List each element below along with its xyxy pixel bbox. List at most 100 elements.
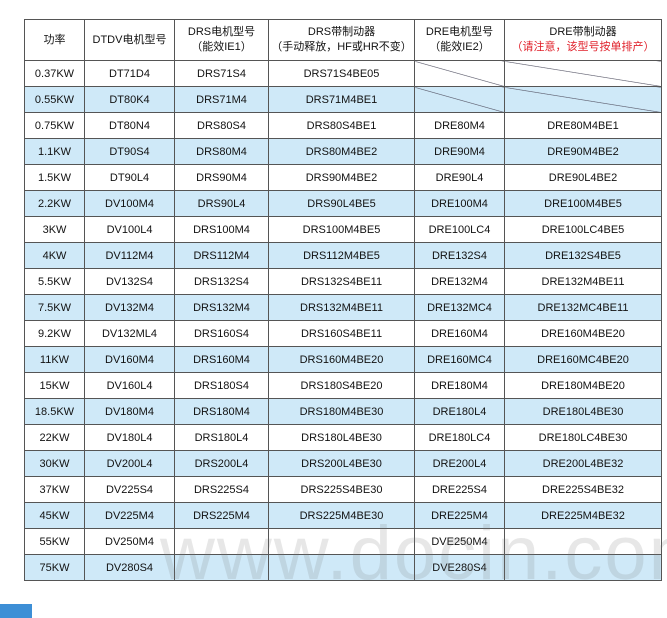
table-cell: 3KW xyxy=(24,216,85,243)
table-cell: DRS180S4BE20 xyxy=(268,372,415,399)
table-cell: DV100M4 xyxy=(84,190,175,217)
table-cell: DRE80M4 xyxy=(414,112,505,139)
table-cell xyxy=(268,554,415,581)
header-subtitle: （手动释放，HF或HR不变） xyxy=(271,41,412,53)
table-cell: DRE132S4 xyxy=(414,242,505,269)
table-cell: DV160M4 xyxy=(84,346,175,373)
table-cell: DRE160M4BE20 xyxy=(504,320,662,347)
table-cell: DVE280S4 xyxy=(414,554,505,581)
table-cell: DRS80S4 xyxy=(174,112,269,139)
table-cell: DT80N4 xyxy=(84,112,175,139)
table-cell xyxy=(414,86,505,113)
column-header: DRE电机型号 （能效IE2） xyxy=(414,19,505,61)
table-cell: 1.1KW xyxy=(24,138,85,165)
header-title: 功率 xyxy=(43,33,66,46)
table-cell: DRE100M4BE5 xyxy=(504,190,662,217)
table-cell: DRS180M4BE30 xyxy=(268,398,415,425)
table-cell xyxy=(504,554,662,581)
table-row: 15KW DV160L4 DRS180S4 DRS180S4BE20 DRE180M4 D… xyxy=(24,372,662,399)
header-row: 功率 DTDV电机型号 DRS电机型号 （能效IE1） DRS带制动器 （手动释放，HF或… xyxy=(24,19,662,61)
table-row: 9.2KW DV132ML4 DRS160S4 DRS160S4BE11 DRE160M… xyxy=(24,320,662,347)
table-row: 30KW DV200L4 DRS200L4 DRS200L4BE30 DRE200L4 D… xyxy=(24,450,662,477)
table-cell: 5.5KW xyxy=(24,268,85,295)
table-cell: DRE100M4 xyxy=(414,190,505,217)
table-cell: DRE180M4 xyxy=(414,372,505,399)
table-row: 45KW DV225M4 DRS225M4 DRS225M4BE30 DRE225M4 D… xyxy=(24,502,662,529)
table-cell: DRS132M4BE11 xyxy=(268,294,415,321)
table-cell: DRE180LC4BE30 xyxy=(504,424,662,451)
table-row: 75KW DV280S4 DVE280S4 xyxy=(24,554,662,581)
table-row: 11KW DV160M4 DRS160M4 DRS160M4BE20 DRE160MC4… xyxy=(24,346,662,373)
table-row: 37KW DV225S4 DRS225S4 DRS225S4BE30 DRE225S4 D… xyxy=(24,476,662,503)
table-cell: DRE132MC4BE11 xyxy=(504,294,662,321)
table-cell: DRS100M4BE5 xyxy=(268,216,415,243)
table-cell: DRS71S4BE05 xyxy=(268,60,415,87)
table-cell: DRE90L4 xyxy=(414,164,505,191)
table-cell: DRS90M4 xyxy=(174,164,269,191)
table-cell: DRE225S4 xyxy=(414,476,505,503)
table-cell: 7.5KW xyxy=(24,294,85,321)
table-cell: DRS225M4BE30 xyxy=(268,502,415,529)
table-cell: 75KW xyxy=(24,554,85,581)
table-cell xyxy=(504,60,662,87)
table-cell: DRS80M4 xyxy=(174,138,269,165)
table-cell: 0.37KW xyxy=(24,60,85,87)
table-row: 1.5KW DT90L4 DRS90M4 DRS90M4BE2 DRE90L4 DRE90… xyxy=(24,164,662,191)
header-subtitle: （能效IE1） xyxy=(191,41,252,53)
header-title: DRE电机型号 xyxy=(425,26,494,38)
table-cell: DRE160M4 xyxy=(414,320,505,347)
table-cell: DRE90M4BE2 xyxy=(504,138,662,165)
table-cell: DRE225M4 xyxy=(414,502,505,529)
table-cell: DV132S4 xyxy=(84,268,175,295)
table-cell: DRS71M4 xyxy=(174,86,269,113)
table-cell: DRE90M4 xyxy=(414,138,505,165)
table-cell: DV180M4 xyxy=(84,398,175,425)
column-header: DTDV电机型号 xyxy=(84,19,175,61)
table-cell: DRE180L4BE30 xyxy=(504,398,662,425)
table-cell: 9.2KW xyxy=(24,320,85,347)
table-cell: 11KW xyxy=(24,346,85,373)
table-cell: DRS200L4 xyxy=(174,450,269,477)
table-cell xyxy=(504,86,662,113)
table-row: 22KW DV180L4 DRS180L4 DRS180L4BE30 DRE180LC4… xyxy=(24,424,662,451)
header-subtitle: （能效IE2） xyxy=(429,41,490,53)
table-cell: 1.5KW xyxy=(24,164,85,191)
table-cell: DRS225S4 xyxy=(174,476,269,503)
table-cell: DRS180L4BE30 xyxy=(268,424,415,451)
table-cell: 45KW xyxy=(24,502,85,529)
corner-tab xyxy=(0,604,32,618)
table-cell: 55KW xyxy=(24,528,85,555)
table-cell xyxy=(174,528,269,555)
table-cell: DRS160M4BE20 xyxy=(268,346,415,373)
table-row: 3KW DV100L4 DRS100M4 DRS100M4BE5 DRE100LC4 DR… xyxy=(24,216,662,243)
table-cell: DV200L4 xyxy=(84,450,175,477)
header-title: DRE带制动器 xyxy=(549,26,617,38)
table-cell: DRS90L4 xyxy=(174,190,269,217)
table-cell: DRS180S4 xyxy=(174,372,269,399)
column-header: DRS带制动器 （手动释放，HF或HR不变） xyxy=(268,19,415,61)
table-cell xyxy=(268,528,415,555)
table-cell: DRS160M4 xyxy=(174,346,269,373)
table-cell: 30KW xyxy=(24,450,85,477)
table-cell: 0.55KW xyxy=(24,86,85,113)
table-cell: DV160L4 xyxy=(84,372,175,399)
table-row: 4KW DV112M4 DRS112M4 DRS112M4BE5 DRE132S4 DRE… xyxy=(24,242,662,269)
table-cell: DRS160S4BE11 xyxy=(268,320,415,347)
table-cell: DRS200L4BE30 xyxy=(268,450,415,477)
table-cell: DV280S4 xyxy=(84,554,175,581)
table-cell: DRE132S4BE5 xyxy=(504,242,662,269)
column-header: DRE带制动器 （请注意，该型号按单排产） xyxy=(504,19,662,61)
table-row: 0.55KW DT80K4 DRS71M4 DRS71M4BE1 xyxy=(24,86,662,113)
table-cell: DT90L4 xyxy=(84,164,175,191)
table-cell: DRS225M4 xyxy=(174,502,269,529)
table-row: 0.75KW DT80N4 DRS80S4 DRS80S4BE1 DRE80M4 DRE8… xyxy=(24,112,662,139)
header-title: DRS电机型号 xyxy=(187,26,256,38)
table-cell: DRS112M4BE5 xyxy=(268,242,415,269)
table-cell: DRE200L4BE32 xyxy=(504,450,662,477)
table-cell: DRS71S4 xyxy=(174,60,269,87)
table-cell xyxy=(414,60,505,87)
table-cell: DRE160MC4BE20 xyxy=(504,346,662,373)
table-cell: DVE250M4 xyxy=(414,528,505,555)
table-cell: DRS80M4BE2 xyxy=(268,138,415,165)
header-title: DRS带制动器 xyxy=(307,26,376,38)
